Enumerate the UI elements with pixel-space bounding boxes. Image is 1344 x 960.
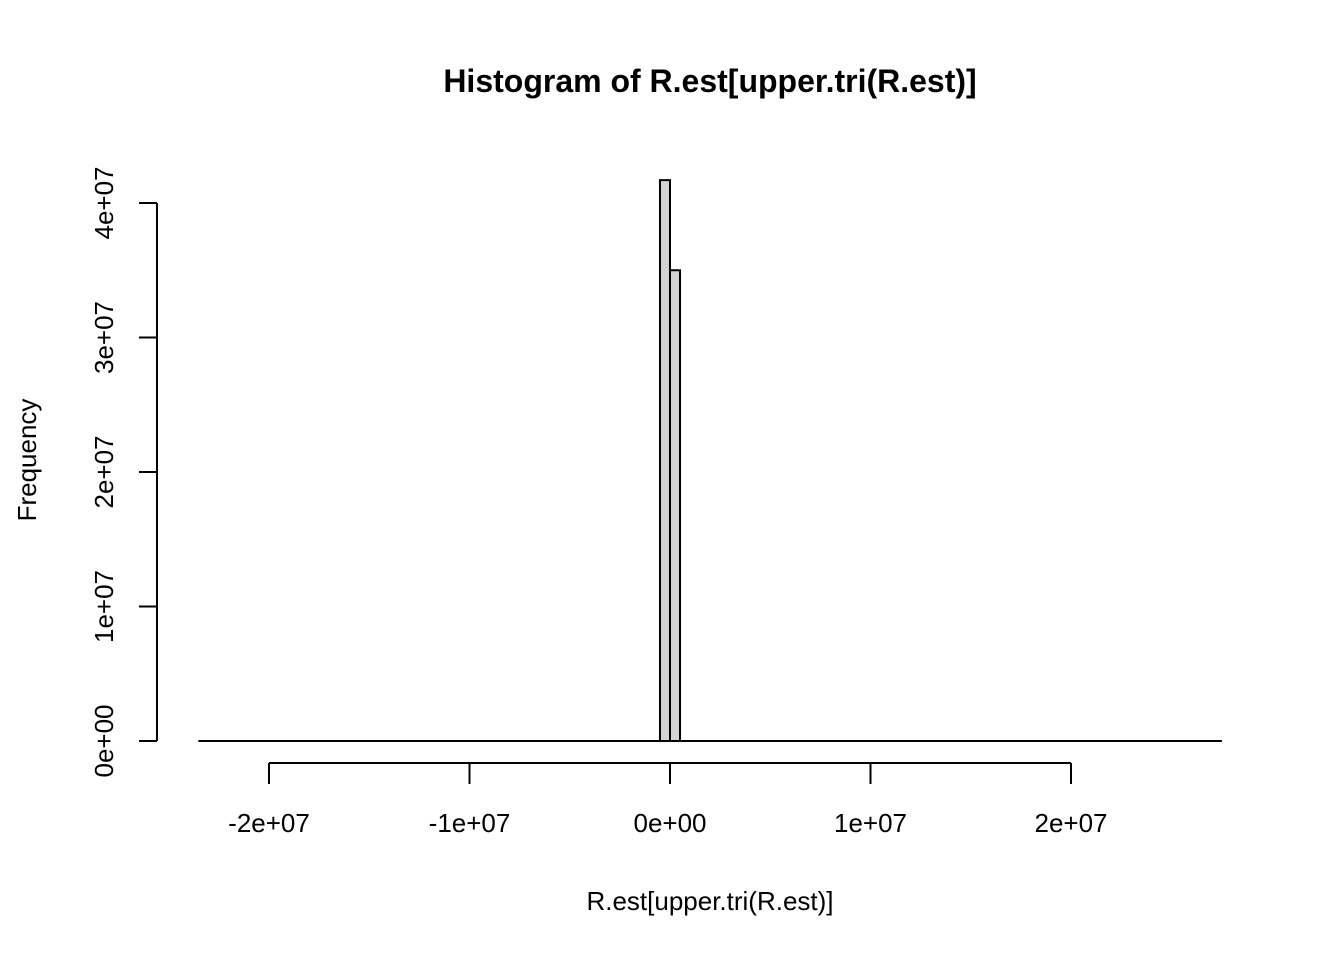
x-axis-label: R.est[upper.tri(R.est)]	[586, 886, 833, 916]
chart-title: Histogram of R.est[upper.tri(R.est)]	[443, 63, 976, 99]
y-tick-label: 2e+07	[89, 435, 119, 508]
histogram-bar-2	[669, 269, 682, 742]
y-tick-label: 1e+07	[89, 570, 119, 643]
x-tick-label: -1e+07	[429, 808, 511, 838]
x-axis: -2e+07 -1e+07 0e+00 1e+07 2e+07	[228, 762, 1108, 838]
y-tick-label: 3e+07	[89, 301, 119, 374]
x-tick-label: -2e+07	[228, 808, 310, 838]
y-axis: 0e+00 1e+07 2e+07 3e+07 4e+07	[89, 166, 158, 778]
x-tick-label: 0e+00	[633, 808, 706, 838]
x-tick-label: 1e+07	[834, 808, 907, 838]
x-tick-label: 2e+07	[1034, 808, 1107, 838]
y-tick-label: 0e+00	[89, 704, 119, 777]
histogram-bars	[658, 179, 682, 742]
histogram-bar-1	[658, 179, 671, 742]
y-tick-label: 4e+07	[89, 166, 119, 239]
y-axis-label: Frequency	[12, 399, 42, 522]
